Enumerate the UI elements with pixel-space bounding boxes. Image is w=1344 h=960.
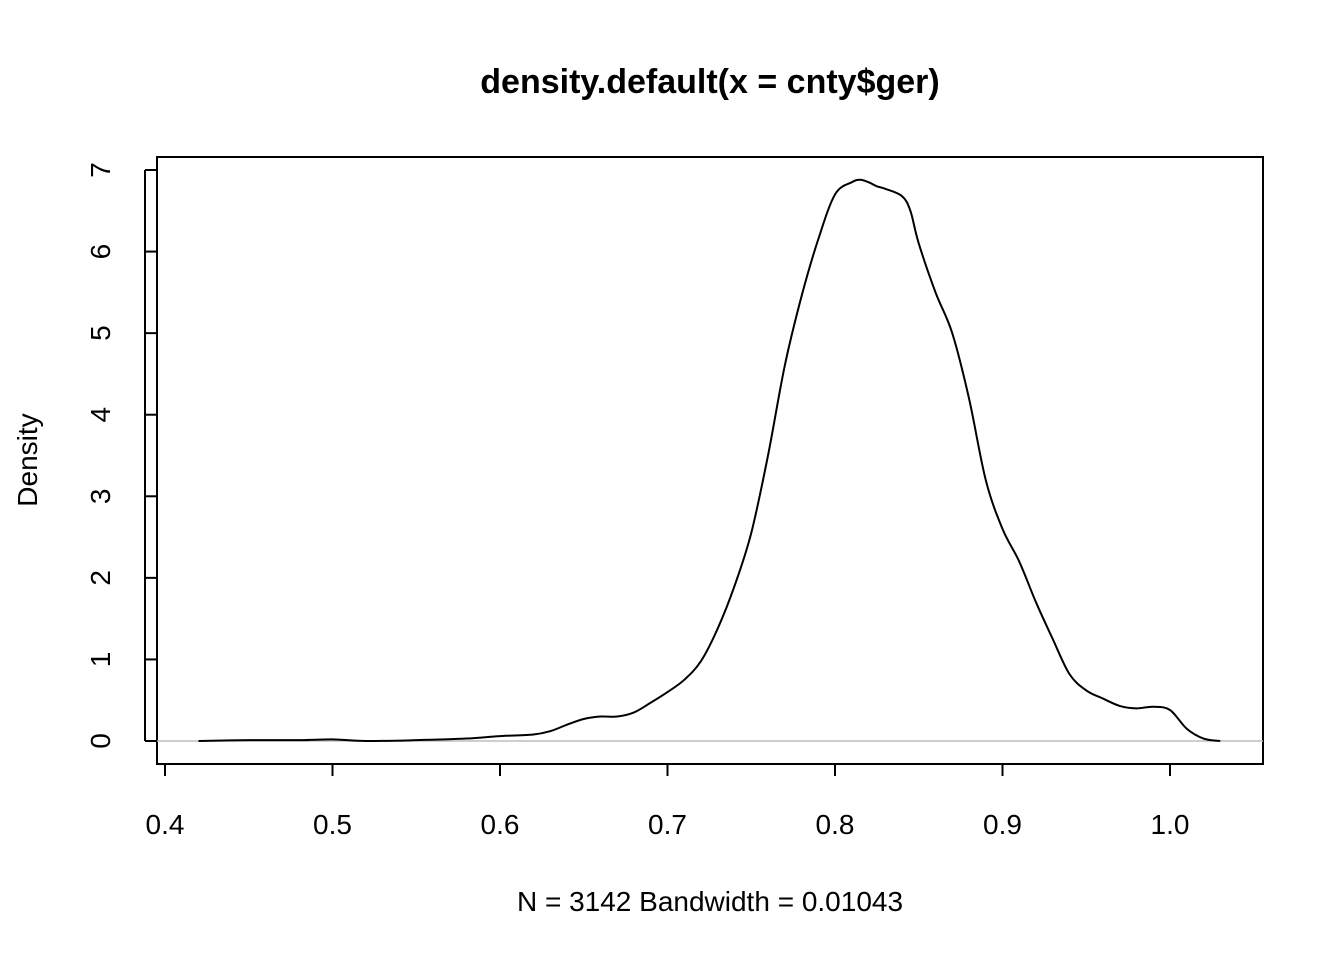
y-tick-label: 0 [85,733,116,749]
y-tick-label: 4 [85,407,116,423]
x-tick-label: 0.5 [313,809,352,840]
x-axis: 0.4 0.5 0.6 0.7 0.8 0.9 1.0 [146,763,1190,840]
x-tick-label: 1.0 [1151,809,1190,840]
y-tick-label: 5 [85,325,116,341]
chart-title: density.default(x = cnty$ger) [480,63,939,101]
y-axis-label: Density [12,413,43,506]
y-tick-label: 1 [85,652,116,668]
x-tick-label: 0.6 [481,809,520,840]
y-axis: 0 1 2 3 4 5 6 7 [85,162,157,749]
x-tick-label: 0.9 [983,809,1022,840]
x-axis-label: N = 3142 Bandwidth = 0.01043 [517,886,903,917]
y-tick-label: 6 [85,244,116,260]
y-tick-label: 7 [85,162,116,178]
x-tick-label: 0.7 [648,809,687,840]
density-curve [198,178,1221,743]
x-tick-label: 0.8 [816,809,855,840]
y-tick-label: 2 [85,570,116,586]
y-tick-label: 3 [85,488,116,504]
x-tick-label: 0.4 [146,809,185,840]
plot-frame [156,156,1264,765]
